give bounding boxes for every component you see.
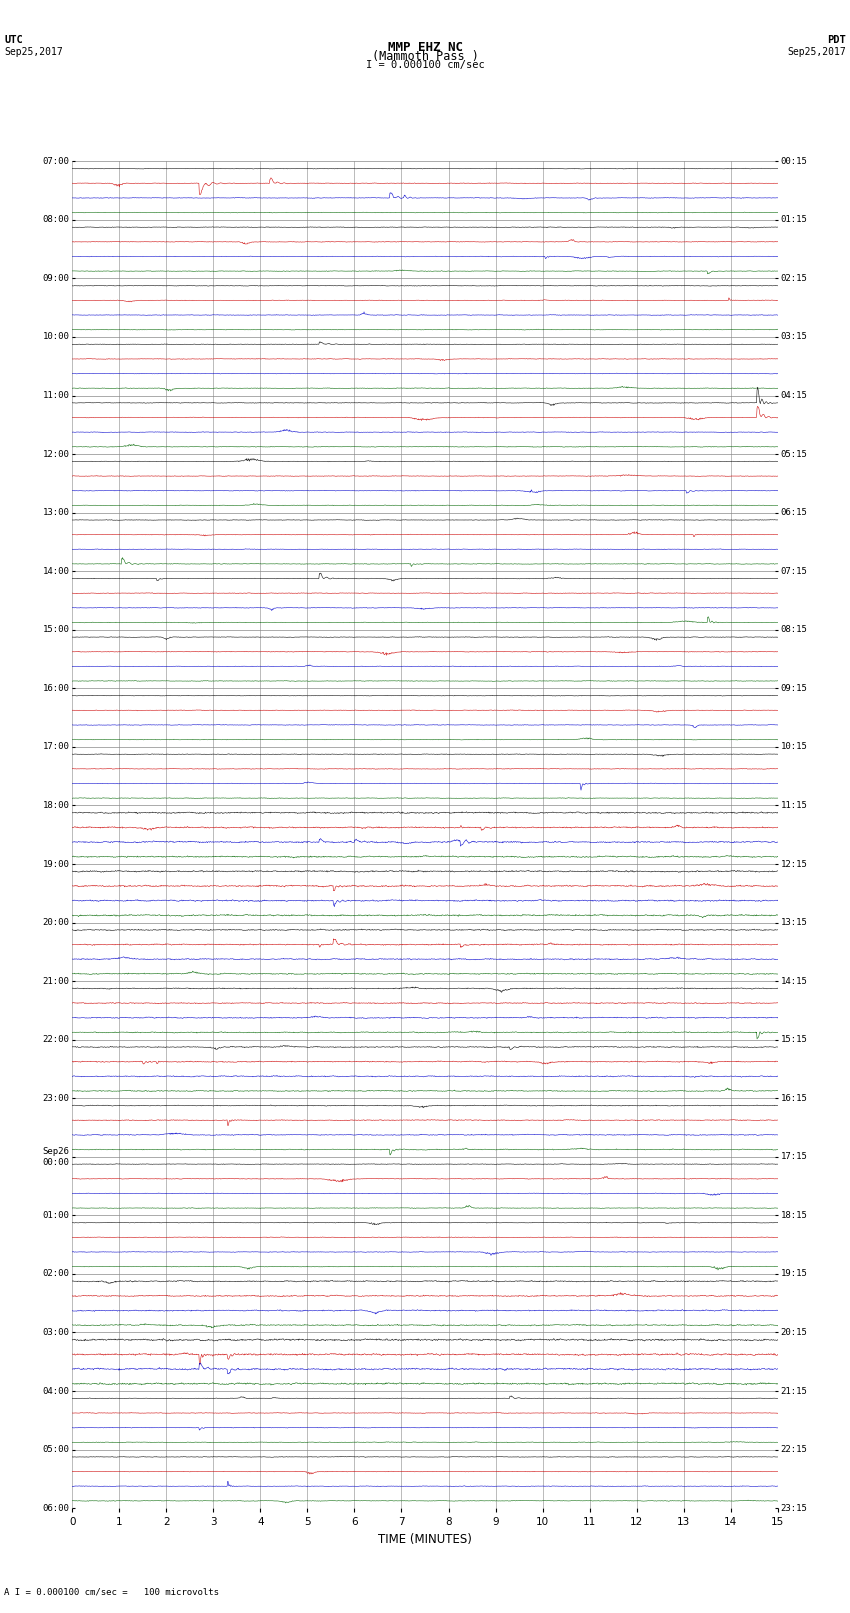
Text: PDT: PDT (827, 35, 846, 45)
Text: Sep25,2017: Sep25,2017 (787, 47, 846, 56)
Text: UTC: UTC (4, 35, 23, 45)
Text: Sep25,2017: Sep25,2017 (4, 47, 63, 56)
Text: I = 0.000100 cm/sec: I = 0.000100 cm/sec (366, 60, 484, 69)
X-axis label: TIME (MINUTES): TIME (MINUTES) (378, 1532, 472, 1545)
Text: A I = 0.000100 cm/sec =   100 microvolts: A I = 0.000100 cm/sec = 100 microvolts (4, 1587, 219, 1597)
Text: (Mammoth Pass ): (Mammoth Pass ) (371, 50, 479, 63)
Text: MMP EHZ NC: MMP EHZ NC (388, 40, 462, 55)
